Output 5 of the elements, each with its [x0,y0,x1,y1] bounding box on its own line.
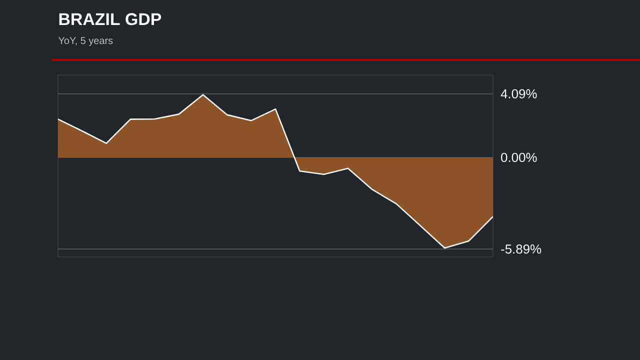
y-tick-label: 4.09% [500,89,537,98]
chart-title: BRAZIL GDP [59,13,162,26]
y-tick-label: 0.00% [501,152,537,162]
y-tick-label: -5.89% [501,244,542,254]
chart-subtitle: YoY, 5 years [58,37,113,46]
